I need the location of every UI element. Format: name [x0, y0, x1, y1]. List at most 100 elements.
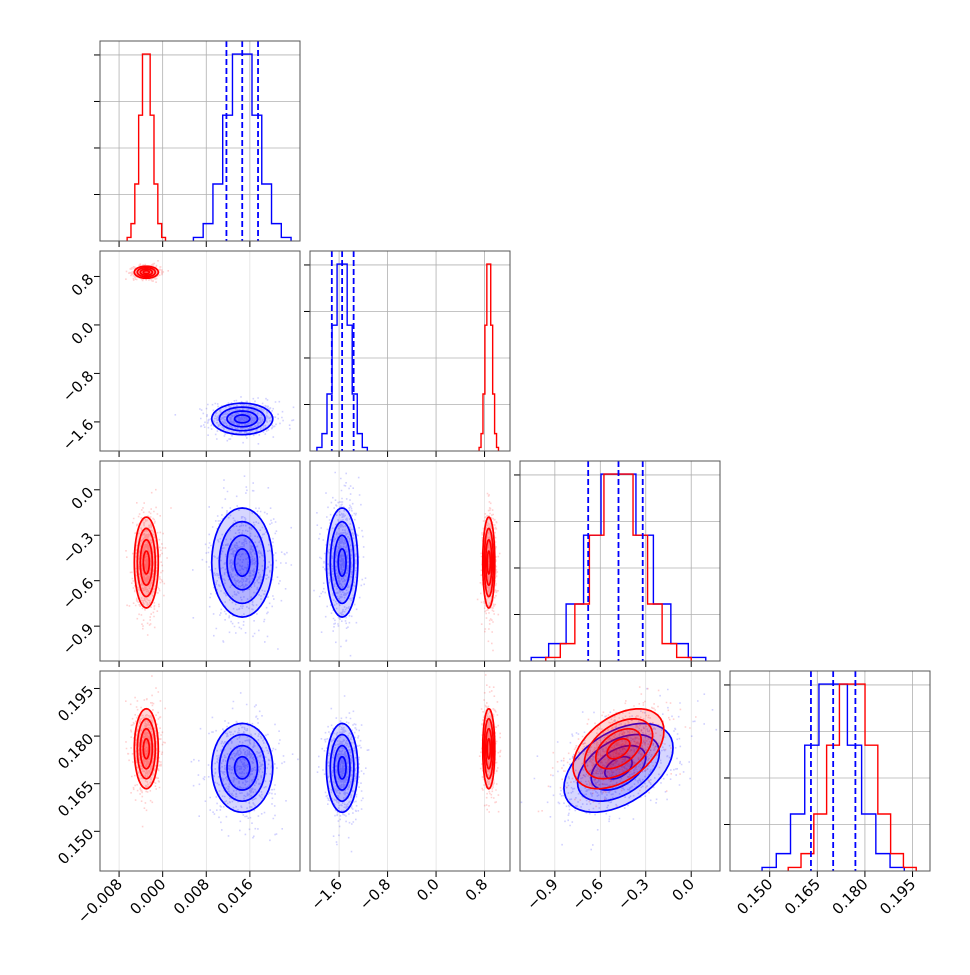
panel-content-3-2: [520, 671, 718, 871]
density-fill-2-0-series-0-level-2: [227, 535, 258, 590]
xtick-label-1-1: −0.8: [356, 875, 394, 913]
panel-2-2: [514, 460, 721, 667]
panel-content-3-1: [316, 671, 502, 871]
panel-frame-2-2: [519, 460, 721, 662]
panel-content-0-0: [100, 41, 300, 241]
xtick-label-2-3: 0.0: [668, 875, 698, 905]
ytick-label-3-2: 0.165: [54, 777, 97, 820]
xtick-label-0-0: −0.008: [74, 875, 126, 927]
contour-3-0-series-0-level-2: [226, 744, 259, 791]
contour-2-0-series-1-level-2: [139, 538, 154, 587]
density-fill-3-1-series-0-level-3: [338, 756, 347, 779]
contour-1-0-series-1-level-2: [139, 268, 154, 277]
histogram-1-series-1: [478, 263, 500, 451]
density-fill-3-0-series-0-level-0: [211, 723, 273, 813]
histogram-3-series-1: [787, 683, 917, 871]
xtick-label-3-0: 0.150: [733, 875, 776, 918]
ytick-label-3-3: 0.150: [54, 825, 97, 868]
ytick-label-1-1: 0.0: [68, 319, 98, 349]
contour-3-0-series-1-level-2: [139, 727, 154, 770]
xtick-label-0-3: 0.016: [214, 875, 257, 918]
xtick-label-1-0: −1.6: [307, 875, 345, 913]
density-fill-1-0-series-0-level-3: [234, 414, 250, 423]
panel-background-2-0: [100, 461, 300, 661]
panel-frame-0-0: [99, 40, 301, 242]
density-fill-3-2-series-1-level-1: [584, 718, 653, 779]
panel-frame-3-1: [309, 670, 511, 872]
density-fill-3-0-series-1-level-2: [140, 728, 153, 769]
panel-content-2-0: [118, 461, 293, 661]
density-fill-2-1-series-0-level-2: [334, 535, 350, 590]
ytick-label-2-0: 0.0: [68, 483, 98, 513]
contour-2-1-series-0-level-3: [337, 548, 347, 578]
panel-background-0-0: [100, 41, 300, 241]
density-fill-2-0-series-0-level-0: [211, 508, 273, 618]
contour-3-1-series-0-level-1: [329, 733, 355, 803]
panel-frame-3-2: [519, 670, 721, 872]
panel-content-1-0: [118, 251, 295, 451]
contour-3-0-series-1-level-3: [142, 737, 151, 760]
ytick-label-2-1: −0.3: [59, 529, 97, 567]
contour-3-2-series-1-level-1: [583, 717, 654, 780]
contour-3-1-series-0-level-2: [333, 744, 351, 791]
contour-1-0-series-1-level-3: [142, 269, 151, 275]
contour-3-1-series-1-level-0: [481, 707, 496, 790]
density-fill-1-0-series-0-level-2: [227, 411, 258, 427]
xtick-label-3-1: 0.165: [781, 875, 824, 918]
contour-1-0-series-0-level-0: [210, 402, 274, 436]
density-fill-3-0-series-1-level-3: [143, 738, 150, 759]
panel-frame-2-1: [309, 460, 511, 662]
panel-3-3: 0.150 0.165 0.180 0.195: [724, 670, 931, 918]
xtick-label-0-2: 0.008: [170, 875, 213, 918]
xtick-label-2-0: −0.9: [523, 875, 561, 913]
panel-background-2-2: [520, 461, 720, 661]
density-fill-3-0-series-0-level-3: [234, 756, 250, 779]
contour-1-0-series-0-level-1: [218, 406, 266, 432]
contour-3-2-series-1-level-0: [572, 707, 665, 790]
panel-3-2: −0.9 −0.6 −0.3 0.0: [519, 670, 721, 914]
density-fill-3-0-series-0-level-2: [227, 745, 258, 790]
contour-2-1-series-1-level-0: [481, 516, 496, 609]
contour-3-2-series-0-level-0: [563, 722, 674, 814]
contour-1-0-series-0-level-2: [226, 410, 259, 428]
xtick-label-2-1: −0.6: [569, 875, 607, 913]
density-fill-3-2-series-1-level-0: [573, 708, 664, 789]
panel-frame-1-0: [99, 250, 301, 452]
contour-2-1-series-0-level-1: [329, 520, 355, 605]
xtick-label-3-2: 0.180: [829, 875, 872, 918]
density-fill-2-1-series-0-level-3: [338, 548, 347, 577]
density-fill-2-0-series-1-level-3: [143, 551, 150, 574]
density-fill-2-0-series-1-level-2: [140, 539, 153, 586]
contour-3-2-series-1-level-3: [606, 737, 631, 760]
density-fill-2-1-series-1-level-2: [485, 539, 492, 586]
contour-3-1-series-1-level-2: [484, 727, 493, 770]
ytick-label-2-3: −0.9: [59, 620, 97, 658]
panel-frame-1-1: [309, 250, 511, 452]
contour-2-0-series-0-level-1: [218, 520, 266, 605]
contour-2-1-series-1-level-2: [484, 538, 493, 587]
histogram-0-series-1: [126, 53, 167, 241]
panel-background-3-2: [520, 671, 720, 871]
panel-2-0: 0.0 −0.3 −0.6 −0.9: [59, 460, 301, 667]
panel-3-1: −1.6 −0.8 0.0 0.8: [307, 670, 511, 914]
contour-3-0-series-0-level-1: [218, 733, 266, 803]
contour-3-1-series-0-level-3: [337, 755, 347, 780]
density-fill-2-0-series-0-level-3: [234, 548, 250, 577]
contour-2-0-series-0-level-0: [210, 507, 274, 618]
contour-3-0-series-0-level-0: [210, 722, 274, 814]
density-fill-3-1-series-1-level-2: [485, 728, 492, 769]
contour-2-1-series-1-level-3: [486, 550, 492, 575]
density-fill-3-0-series-0-level-1: [219, 734, 266, 802]
panel-background-3-1: [310, 671, 510, 871]
panel-1-1: [304, 250, 511, 457]
panel-content-3-0: [118, 671, 299, 871]
contour-2-0-series-0-level-2: [226, 534, 259, 591]
density-fill-3-1-series-0-level-2: [334, 745, 350, 790]
density-fill-3-2-series-0-level-0: [563, 723, 673, 813]
panel-content-2-2: [520, 461, 720, 661]
ytick-label-2-2: −0.6: [59, 574, 97, 612]
contour-3-2-series-0-level-1: [576, 733, 661, 802]
panel-background-1-1: [310, 251, 510, 451]
